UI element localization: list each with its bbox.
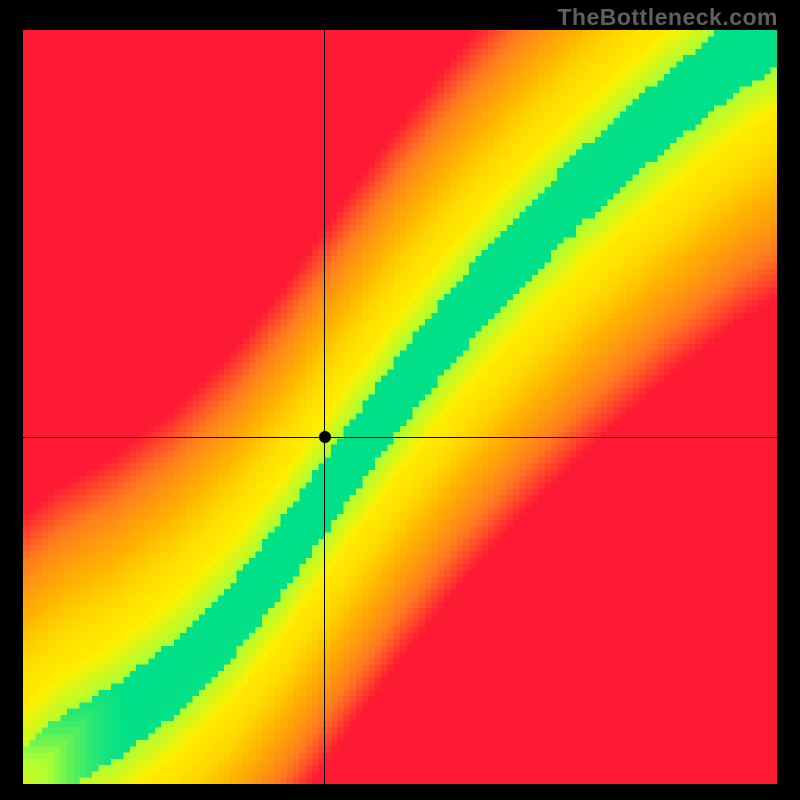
watermark-text: TheBottleneck.com bbox=[557, 4, 778, 31]
bottleneck-heatmap bbox=[23, 30, 777, 784]
selection-marker bbox=[319, 431, 331, 443]
crosshair-horizontal bbox=[23, 437, 777, 438]
chart-container: { "plot": { "type": "heatmap", "canvas":… bbox=[0, 0, 800, 800]
crosshair-vertical bbox=[324, 30, 325, 784]
